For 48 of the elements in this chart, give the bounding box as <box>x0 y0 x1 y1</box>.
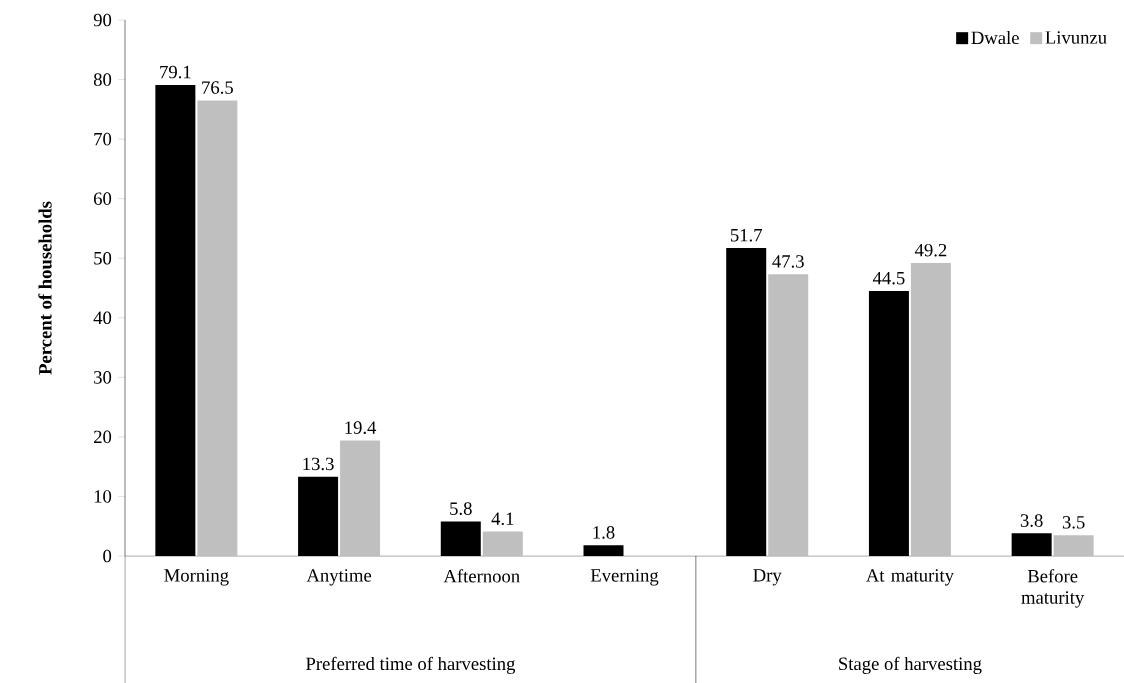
data-label: 13.3 <box>303 457 334 471</box>
x-tick-label: Everning <box>590 569 659 586</box>
bar <box>910 263 951 556</box>
bar <box>155 84 196 556</box>
y-axis-title: Percent of households <box>38 201 52 375</box>
y-tick-label: 80 <box>93 73 112 86</box>
y-tick-label: 30 <box>94 371 112 384</box>
y-tick-label: 40 <box>93 311 112 325</box>
data-label: 49.2 <box>914 243 947 257</box>
data-label: 76.5 <box>202 81 233 94</box>
data-label: 79.1 <box>160 65 191 79</box>
y-tick-label: 60 <box>93 192 112 205</box>
y-tick-label: 70 <box>94 132 112 146</box>
bar <box>440 521 481 556</box>
bar <box>197 100 238 556</box>
data-label: 5.8 <box>450 502 472 515</box>
x-tick-label: Before maturity <box>1021 569 1085 608</box>
y-tick-label: 20 <box>94 430 112 444</box>
y-tick-label: 0 <box>103 549 112 563</box>
data-label: 1.8 <box>593 526 615 539</box>
y-tick-label: 90 <box>93 13 112 27</box>
bar <box>298 476 339 556</box>
legend-label: Dwale <box>971 30 1019 45</box>
bar <box>768 274 809 556</box>
data-label: 3.5 <box>1062 516 1085 529</box>
legend-label: Livunzu <box>1045 31 1107 44</box>
bar <box>1053 535 1094 556</box>
data-label: 51.7 <box>730 229 763 242</box>
bar <box>726 248 767 556</box>
x-tick-label: At maturity <box>866 569 954 586</box>
y-tick-label: 10 <box>94 490 112 503</box>
bar <box>1011 533 1052 556</box>
x-tick-label: Afternoon <box>443 569 520 583</box>
data-label: 4.1 <box>491 512 514 526</box>
data-label: 3.8 <box>1020 514 1043 527</box>
data-label: 19.4 <box>345 421 377 434</box>
x-tick-label: Dry <box>753 569 782 586</box>
bar <box>340 440 381 556</box>
data-label: 44.5 <box>872 271 905 285</box>
x-tick-label: Morning <box>164 569 229 586</box>
y-tick-label: 50 <box>94 251 112 265</box>
data-label: 47.3 <box>772 255 804 268</box>
bar <box>482 531 523 556</box>
text: Stage of harvesting <box>839 656 982 674</box>
bar <box>868 290 909 556</box>
bar <box>583 545 624 556</box>
x-tick-label: Anytime <box>306 569 372 586</box>
text: Preferred time of harvesting <box>306 656 516 674</box>
